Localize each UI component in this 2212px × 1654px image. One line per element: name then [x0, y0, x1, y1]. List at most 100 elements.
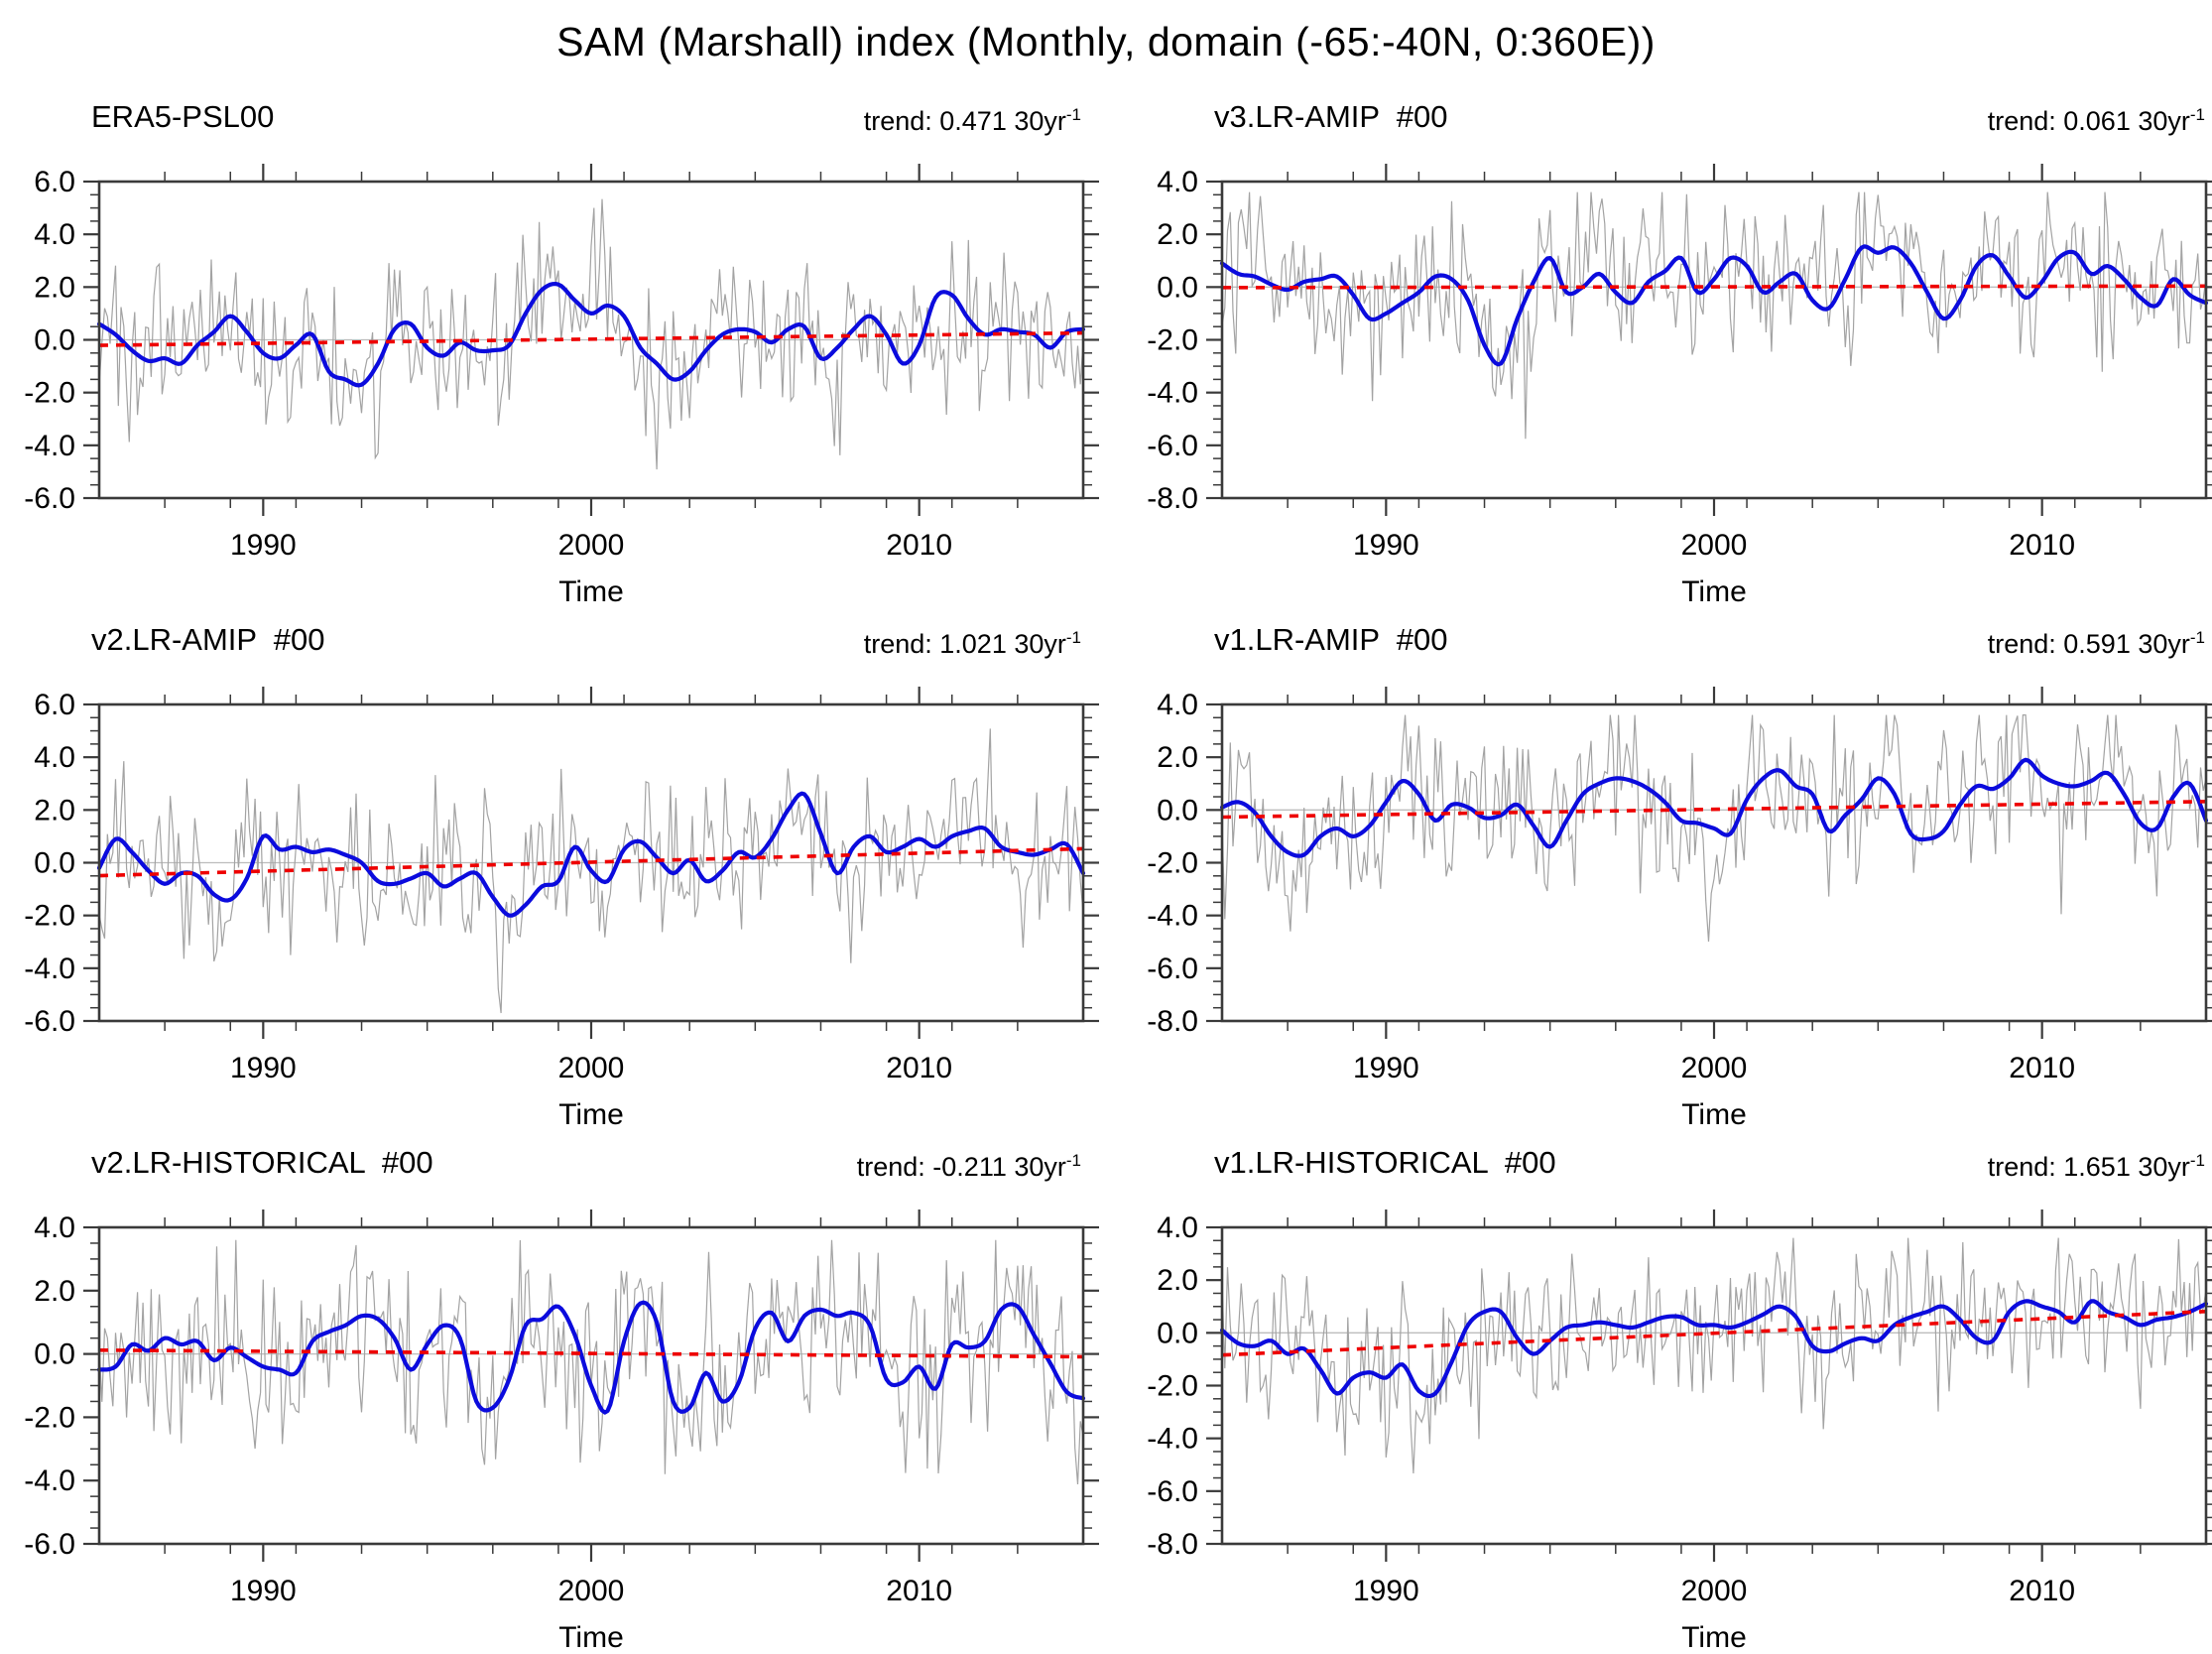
panel-title: v1.LR-HISTORICAL #00: [1214, 1145, 1556, 1180]
svg-text:-2.0: -2.0: [1147, 1370, 1198, 1403]
svg-text:1990: 1990: [230, 1052, 297, 1084]
svg-text:-2.0: -2.0: [24, 1401, 75, 1434]
svg-text:-4.0: -4.0: [1147, 1423, 1198, 1456]
svg-text:-2.0: -2.0: [24, 377, 75, 410]
svg-text:2.0: 2.0: [34, 794, 75, 827]
panel-chart-v1-lr-historical: 1990 2000 2010 -8.0 -6.0 -4.0 -2.0 0.0 2.0 4.0 Tim…: [1147, 1209, 2212, 1652]
svg-text:0.0: 0.0: [34, 324, 75, 357]
svg-text:2010: 2010: [2009, 529, 2075, 562]
svg-text:Time: Time: [558, 1621, 624, 1652]
svg-text:2000: 2000: [558, 529, 625, 562]
trend-annotation: trend: 1.021 30yr-1: [864, 628, 1081, 660]
panel-era5-psl00: 1990 2000 2010 -6.0 -4.0 -2.0 0.0 2.0 4.0 6.0 Time…: [0, 83, 1106, 606]
figure-title: SAM (Marshall) index (Monthly, domain (-…: [556, 18, 1656, 64]
svg-text:-6.0: -6.0: [24, 1528, 75, 1561]
svg-text:-4.0: -4.0: [24, 430, 75, 462]
svg-text:Time: Time: [1681, 1098, 1747, 1129]
trend-annotation: trend: -0.211 30yr-1: [857, 1151, 1081, 1183]
svg-text:4.0: 4.0: [34, 218, 75, 251]
svg-text:1990: 1990: [1353, 1575, 1419, 1607]
svg-text:Time: Time: [1681, 575, 1747, 606]
trend-text: trend: 0.471 30yr: [863, 106, 1066, 136]
svg-text:-6.0: -6.0: [24, 1005, 75, 1038]
svg-text:6.0: 6.0: [34, 689, 75, 721]
svg-text:1990: 1990: [1353, 1052, 1419, 1084]
svg-text:0.0: 0.0: [1157, 271, 1198, 304]
svg-text:-8.0: -8.0: [1147, 482, 1198, 515]
trend-annotation: trend: 1.651 30yr-1: [1988, 1151, 2205, 1183]
panel-grid: 1990 2000 2010 -6.0 -4.0 -2.0 0.0 2.0 4.0 6.0 Time…: [0, 83, 2212, 1652]
svg-text:1990: 1990: [1353, 529, 1419, 562]
svg-text:2010: 2010: [886, 1575, 952, 1607]
svg-text:2.0: 2.0: [1157, 1264, 1198, 1297]
panel-title: v3.LR-AMIP #00: [1214, 99, 1448, 134]
svg-text:2000: 2000: [558, 1575, 625, 1607]
svg-text:1990: 1990: [230, 529, 297, 562]
svg-text:4.0: 4.0: [34, 741, 75, 774]
svg-text:2010: 2010: [2009, 1052, 2075, 1084]
svg-text:-4.0: -4.0: [24, 953, 75, 985]
panel-title: v1.LR-AMIP #00: [1214, 622, 1448, 657]
panel-v1-lr-historical: 1990 2000 2010 -8.0 -6.0 -4.0 -2.0 0.0 2.0 4.0 Tim…: [1106, 1129, 2212, 1652]
svg-text:2000: 2000: [1681, 1575, 1748, 1607]
panel-chart-v2-lr-amip: 1990 2000 2010 -6.0 -4.0 -2.0 0.0 2.0 4.0 6.0 Time: [24, 687, 1099, 1129]
svg-text:2.0: 2.0: [34, 1275, 75, 1308]
svg-text:2010: 2010: [886, 1052, 952, 1084]
svg-text:-6.0: -6.0: [1147, 1475, 1198, 1508]
svg-text:2000: 2000: [1681, 1052, 1748, 1084]
svg-text:4.0: 4.0: [1157, 166, 1198, 198]
svg-text:Time: Time: [1681, 1621, 1747, 1652]
panel-v2-lr-historical: 1990 2000 2010 -6.0 -4.0 -2.0 0.0 2.0 4.0 Time v2…: [0, 1129, 1106, 1652]
svg-text:-4.0: -4.0: [24, 1464, 75, 1497]
svg-text:0.0: 0.0: [34, 1338, 75, 1371]
svg-text:2010: 2010: [2009, 1575, 2075, 1607]
trend-text: trend: 1.021 30yr: [863, 629, 1066, 659]
svg-text:1990: 1990: [230, 1575, 297, 1607]
panel-title: v2.LR-HISTORICAL #00: [91, 1145, 433, 1180]
trend-text: trend: 1.651 30yr: [1987, 1152, 2190, 1182]
svg-text:0.0: 0.0: [34, 847, 75, 880]
svg-text:2.0: 2.0: [1157, 218, 1198, 251]
svg-text:4.0: 4.0: [34, 1211, 75, 1244]
svg-text:-4.0: -4.0: [1147, 377, 1198, 410]
svg-text:Time: Time: [558, 575, 624, 606]
svg-text:-8.0: -8.0: [1147, 1005, 1198, 1038]
svg-text:2.0: 2.0: [34, 271, 75, 304]
svg-text:4.0: 4.0: [1157, 689, 1198, 721]
panel-chart-v1-lr-amip: 1990 2000 2010 -8.0 -6.0 -4.0 -2.0 0.0 2.0 4.0 Tim…: [1147, 687, 2212, 1129]
svg-text:0.0: 0.0: [1157, 794, 1198, 827]
svg-text:-2.0: -2.0: [1147, 324, 1198, 357]
svg-text:2000: 2000: [558, 1052, 625, 1084]
panel-chart-v2-lr-historical: 1990 2000 2010 -6.0 -4.0 -2.0 0.0 2.0 4.0 Time: [24, 1209, 1099, 1652]
svg-text:-4.0: -4.0: [1147, 900, 1198, 933]
svg-text:2010: 2010: [886, 529, 952, 562]
trend-annotation: trend: 0.471 30yr-1: [864, 105, 1081, 137]
trend-annotation: trend: 0.061 30yr-1: [1988, 105, 2205, 137]
svg-text:4.0: 4.0: [1157, 1211, 1198, 1244]
panel-title: ERA5-PSL00: [91, 99, 275, 134]
trend-exponent: -1: [1065, 105, 1081, 124]
trend-text: trend: -0.211 30yr: [856, 1152, 1066, 1182]
svg-text:2.0: 2.0: [1157, 741, 1198, 774]
trend-annotation: trend: 0.591 30yr-1: [1988, 628, 2205, 660]
svg-text:-6.0: -6.0: [24, 482, 75, 515]
trend-exponent: -1: [2189, 1151, 2205, 1170]
svg-text:6.0: 6.0: [34, 166, 75, 198]
panel-chart-v3-lr-amip: 1990 2000 2010 -8.0 -6.0 -4.0 -2.0 0.0 2.0 4.0 Tim…: [1147, 164, 2212, 606]
svg-text:-6.0: -6.0: [1147, 953, 1198, 985]
svg-text:0.0: 0.0: [1157, 1317, 1198, 1349]
panel-v3-lr-amip: 1990 2000 2010 -8.0 -6.0 -4.0 -2.0 0.0 2.0 4.0 Tim…: [1106, 83, 2212, 606]
panel-chart-era5-psl00: 1990 2000 2010 -6.0 -4.0 -2.0 0.0 2.0 4.0 6.0 Time: [24, 164, 1099, 606]
svg-text:2000: 2000: [1681, 529, 1748, 562]
svg-text:Time: Time: [558, 1098, 624, 1129]
trend-text: trend: 0.591 30yr: [1987, 629, 2190, 659]
trend-exponent: -1: [2189, 628, 2205, 647]
trend-exponent: -1: [2189, 105, 2205, 124]
panel-title: v2.LR-AMIP #00: [91, 622, 325, 657]
svg-text:-8.0: -8.0: [1147, 1528, 1198, 1561]
svg-text:-2.0: -2.0: [1147, 847, 1198, 880]
svg-text:-6.0: -6.0: [1147, 430, 1198, 462]
trend-exponent: -1: [1065, 628, 1081, 647]
panel-v2-lr-amip: 1990 2000 2010 -6.0 -4.0 -2.0 0.0 2.0 4.0 6.0 Time…: [0, 606, 1106, 1129]
panel-v1-lr-amip: 1990 2000 2010 -8.0 -6.0 -4.0 -2.0 0.0 2.0 4.0 Tim…: [1106, 606, 2212, 1129]
